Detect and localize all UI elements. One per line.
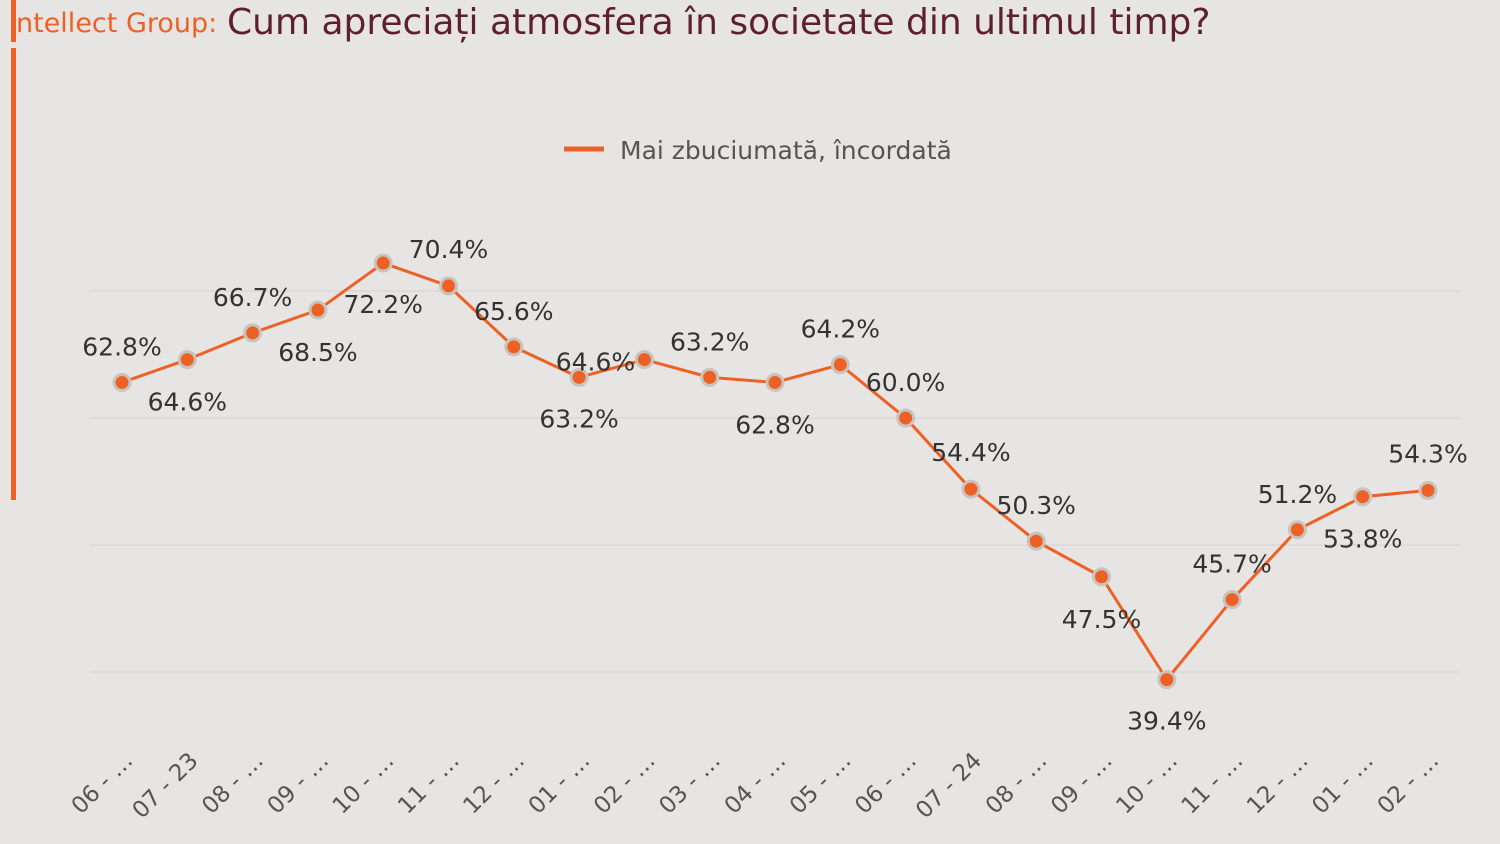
- data-label: 64.2%: [801, 315, 880, 344]
- data-point: [243, 323, 263, 343]
- data-label: 45.7%: [1192, 550, 1271, 579]
- x-tick-label: 06 - …: [850, 748, 922, 820]
- x-tick-label: 02 - …: [589, 748, 661, 820]
- data-point: [830, 355, 850, 375]
- data-label: 62.8%: [735, 410, 814, 439]
- data-label: 54.4%: [931, 438, 1010, 467]
- data-label: 62.8%: [82, 332, 161, 361]
- data-label: 50.3%: [996, 491, 1075, 520]
- x-tick-label: 05 - …: [785, 748, 857, 820]
- data-point: [439, 276, 458, 296]
- data-point: [1353, 487, 1373, 507]
- chart-title: Cum apreciați atmosfera în societate din…: [227, 2, 1211, 43]
- x-tick-label: 10 - …: [328, 748, 400, 820]
- data-point: [634, 350, 654, 370]
- x-tick-label: 11 - …: [393, 748, 465, 820]
- data-label: 68.5%: [278, 338, 357, 367]
- data-label: 66.7%: [213, 283, 292, 312]
- x-tick-label: 12 - …: [458, 748, 530, 820]
- x-tick-label: 12 - …: [1242, 748, 1314, 820]
- data-label: 64.6%: [148, 388, 227, 417]
- data-label: 51.2%: [1258, 480, 1337, 509]
- data-point: [177, 350, 197, 370]
- x-tick-label: 08 - …: [981, 748, 1053, 820]
- legend: Mai zbuciumată, încordată: [564, 136, 952, 165]
- data-label: 60.0%: [866, 368, 945, 397]
- legend-label: Mai zbuciumată, încordată: [620, 136, 952, 165]
- data-point: [1157, 670, 1177, 690]
- accent-bar-top: [11, 0, 16, 42]
- x-tick-label: 10 - …: [1111, 748, 1183, 820]
- data-label: 70.4%: [409, 235, 488, 264]
- data-point: [308, 300, 328, 320]
- data-point: [1418, 480, 1438, 500]
- data-label: 63.2%: [670, 327, 749, 356]
- data-point: [112, 372, 132, 392]
- series-line: [121, 261, 1429, 683]
- data-label: 65.6%: [474, 297, 553, 326]
- x-tick-label: 02 - …: [1373, 748, 1445, 820]
- data-point: [1287, 520, 1307, 540]
- x-tick-label: 07 - 24: [911, 748, 987, 824]
- data-label: 39.4%: [1127, 707, 1206, 736]
- x-tick-label: 04 - …: [720, 748, 792, 820]
- x-tick-label: 09 - …: [263, 748, 335, 820]
- data-label: 47.5%: [1062, 605, 1141, 634]
- data-label: 64.6%: [556, 348, 635, 377]
- x-tick-label: 11 - …: [1177, 748, 1249, 820]
- data-point: [569, 367, 589, 387]
- data-point: [700, 367, 720, 387]
- x-tick-label: 01 - …: [524, 748, 596, 820]
- data-point: [896, 408, 916, 428]
- data-point: [373, 253, 393, 273]
- x-tick-label: 09 - …: [1046, 748, 1118, 820]
- data-label: 72.2%: [343, 290, 422, 319]
- data-point: [1092, 567, 1111, 587]
- data-label: 63.2%: [539, 404, 618, 433]
- data-point: [504, 337, 524, 357]
- accent-bar-side: [11, 48, 16, 500]
- data-point: [961, 479, 981, 499]
- x-tick-label: 03 - …: [654, 748, 726, 820]
- data-point: [1222, 590, 1242, 610]
- brand-label: ntellect Group:: [16, 8, 218, 39]
- x-tick-label: 06 - …: [67, 748, 139, 820]
- data-label: 53.8%: [1323, 525, 1402, 554]
- x-tick-label: 08 - …: [197, 748, 269, 820]
- data-label: 54.3%: [1388, 439, 1467, 468]
- data-point: [765, 372, 785, 392]
- x-tick-label: 01 - …: [1307, 748, 1379, 820]
- data-point: [1026, 531, 1046, 551]
- x-tick-label: 07 - 23: [128, 748, 204, 824]
